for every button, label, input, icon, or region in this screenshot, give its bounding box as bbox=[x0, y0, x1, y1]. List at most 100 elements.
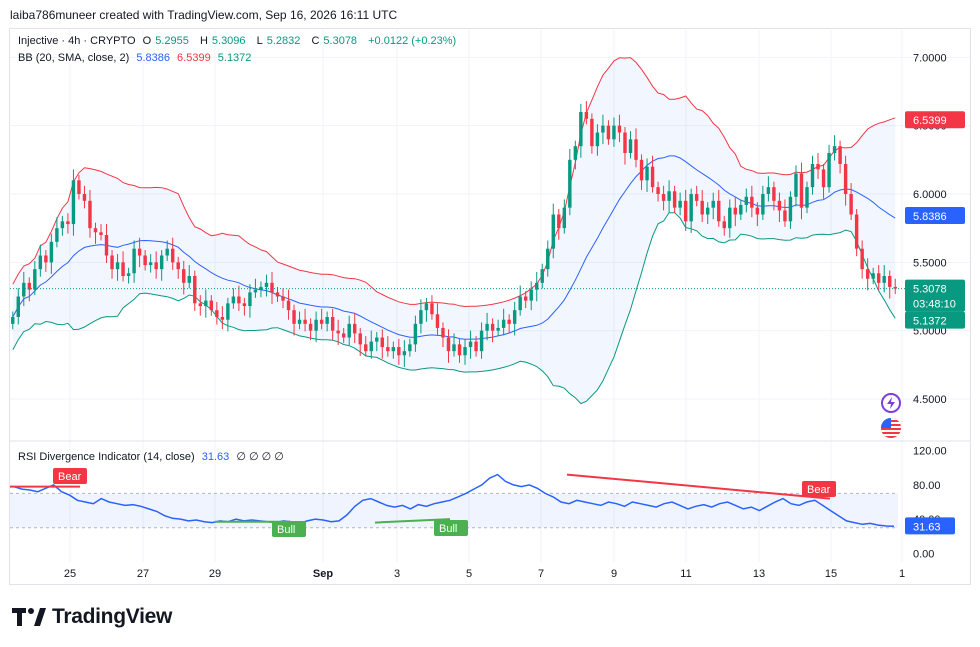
tradingview-logo[interactable]: TradingView bbox=[12, 605, 172, 629]
time-axis-label: 7 bbox=[538, 568, 544, 580]
upper-band-badge: 6.5399 bbox=[913, 115, 947, 127]
candle-body bbox=[535, 282, 539, 290]
candle-body bbox=[104, 235, 109, 256]
candle-body bbox=[402, 351, 407, 356]
bb-basis-value: 5.8386 bbox=[136, 52, 170, 64]
candle-body bbox=[678, 200, 682, 208]
symbol-label[interactable]: Injective · 4h · CRYPTO bbox=[18, 35, 136, 47]
candle-body bbox=[490, 323, 495, 331]
candle-body bbox=[843, 163, 848, 194]
time-axis-label: 25 bbox=[64, 568, 76, 580]
rsi-value: 31.63 bbox=[201, 451, 230, 463]
candle-body bbox=[595, 132, 600, 147]
candle-body bbox=[319, 319, 324, 324]
candle-body bbox=[805, 187, 809, 208]
lightning-icon[interactable] bbox=[881, 393, 901, 413]
candle-body bbox=[220, 317, 225, 320]
bear-divergence-line-2 bbox=[566, 473, 831, 500]
close-price-badge: 5.3078 bbox=[913, 284, 947, 296]
candle-body bbox=[888, 276, 892, 287]
candle-body bbox=[369, 341, 373, 352]
candle-body bbox=[617, 125, 622, 133]
candle-body bbox=[876, 273, 881, 283]
basis-badge-bg bbox=[905, 207, 965, 225]
candle-body bbox=[336, 330, 340, 334]
rsi-extras: ∅ ∅ ∅ ∅ bbox=[236, 451, 284, 463]
candle-body bbox=[275, 292, 280, 297]
candle-body bbox=[226, 303, 230, 320]
bb-upper-value: 6.5399 bbox=[177, 52, 211, 64]
candle-body bbox=[512, 310, 517, 324]
candle-body bbox=[132, 248, 136, 274]
high-value: H 5.3096 bbox=[199, 35, 246, 47]
candle-body bbox=[694, 194, 699, 201]
bear-label-1-bg bbox=[53, 468, 87, 484]
candle-body bbox=[645, 166, 649, 181]
us-flag-icon[interactable] bbox=[881, 418, 901, 438]
candle-body bbox=[77, 180, 81, 194]
candle-body bbox=[215, 310, 219, 317]
basis-badge: 5.8386 bbox=[913, 211, 947, 223]
bb-lower-value: 5.1372 bbox=[217, 52, 252, 64]
candle-body bbox=[761, 194, 765, 215]
candle-body bbox=[739, 204, 743, 215]
rsi-legend: RSI Divergence Indicator (14, close) 31.… bbox=[18, 450, 288, 463]
candle-body bbox=[650, 166, 655, 188]
candle-body bbox=[810, 163, 815, 188]
candle-body bbox=[386, 347, 390, 352]
candle-body bbox=[529, 289, 533, 301]
price-legend: Injective · 4h · CRYPTO O 5.2955 H 5.3096 … bbox=[18, 35, 460, 47]
candle-body bbox=[137, 248, 142, 256]
candle-body bbox=[628, 139, 633, 153]
candle-body bbox=[700, 200, 704, 215]
candle-body bbox=[777, 200, 782, 211]
candle-body bbox=[501, 319, 506, 328]
candle-body bbox=[728, 207, 732, 229]
candle-body bbox=[441, 327, 445, 338]
candle-body bbox=[772, 187, 776, 201]
candle-body bbox=[722, 221, 726, 229]
candle-body bbox=[689, 194, 693, 222]
candle-body bbox=[176, 262, 180, 270]
candle-body bbox=[557, 214, 561, 229]
price-axis-label: 5.0000 bbox=[913, 326, 947, 338]
candle-body bbox=[16, 296, 20, 317]
candle-body bbox=[717, 200, 721, 222]
candle-body bbox=[612, 125, 616, 140]
candle-body bbox=[110, 255, 114, 270]
candle-body bbox=[568, 159, 572, 208]
candle-body bbox=[893, 286, 897, 289]
brand-name: TradingView bbox=[52, 605, 173, 628]
candle-body bbox=[330, 317, 335, 331]
candle-body bbox=[584, 112, 589, 119]
price-axis-label: 5.5000 bbox=[913, 257, 947, 269]
candle-body bbox=[446, 337, 451, 352]
change-value: +0.0122 (+0.23%) bbox=[368, 35, 457, 47]
candle-body bbox=[821, 169, 826, 188]
candle-body bbox=[865, 269, 870, 279]
rsi-axis-label: 0.00 bbox=[913, 548, 934, 560]
candle-body bbox=[358, 333, 362, 345]
candle-body bbox=[93, 228, 98, 233]
candle-body bbox=[849, 194, 853, 215]
bull-divergence-line-2 bbox=[374, 518, 451, 524]
time-axis-label: 9 bbox=[611, 568, 617, 580]
bb-label[interactable]: BB (20, SMA, close, 2) bbox=[18, 52, 130, 64]
candle-body bbox=[11, 317, 15, 324]
candle-body bbox=[193, 276, 197, 304]
candle-body bbox=[827, 153, 831, 188]
bull-label-2-bg bbox=[434, 520, 468, 536]
candle-body bbox=[115, 262, 120, 270]
candle-body bbox=[838, 146, 842, 164]
candle-body bbox=[121, 262, 125, 276]
candle-body bbox=[143, 255, 147, 266]
candle-body bbox=[474, 341, 478, 352]
candle-body bbox=[66, 221, 70, 225]
candle-body bbox=[551, 214, 555, 249]
rsi-axis-label: 80.00 bbox=[913, 480, 941, 492]
candle-body bbox=[854, 214, 859, 249]
rsi-label[interactable]: RSI Divergence Indicator (14, close) bbox=[18, 451, 195, 463]
candle-body bbox=[253, 289, 258, 293]
candle-body bbox=[667, 191, 671, 201]
